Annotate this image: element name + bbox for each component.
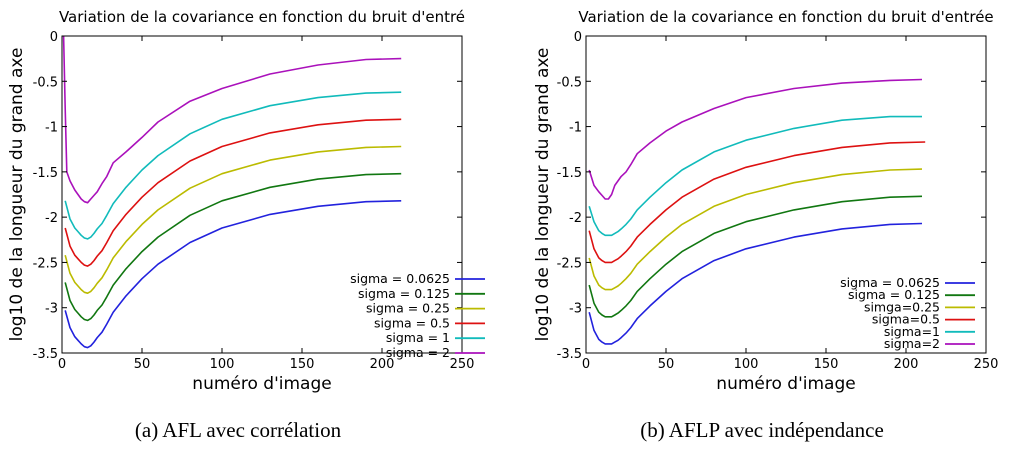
figure-caption: (b) AFLP avec indépendance <box>640 418 884 442</box>
chart-panel-a: Variation de la covariance en fonction d… <box>7 8 485 442</box>
legend-label: sigma = 0.5 <box>374 315 450 330</box>
legend-label: sigma = 0.25 <box>366 301 450 316</box>
y-axis-label: log10 de la longueur du grand axe <box>533 48 553 342</box>
figure-caption: (a) AFL avec corrélation <box>135 418 342 442</box>
series-line-2 <box>64 172 402 322</box>
legend-label: sigma=2 <box>884 336 940 351</box>
x-tick-label: 200 <box>894 357 919 372</box>
x-tick-label: 0 <box>58 357 66 372</box>
y-axis-label: log10 de la longueur du grand axe <box>7 48 27 342</box>
series-line-1 <box>64 200 402 349</box>
legend-label: sigma=1 <box>884 324 940 339</box>
x-tick-label: 150 <box>814 357 839 372</box>
series-line-2 <box>588 195 923 318</box>
plot-frame <box>585 35 987 354</box>
y-tick-label: -0.5 <box>557 75 582 90</box>
x-tick-label: 250 <box>974 357 999 372</box>
x-tick-label: 50 <box>134 357 151 372</box>
series-line-3 <box>64 145 402 295</box>
chart-title: Variation de la covariance en fonction d… <box>59 8 465 26</box>
x-tick-label: 150 <box>290 357 315 372</box>
series-line-6 <box>62 35 402 204</box>
x-tick-label: 100 <box>734 357 759 372</box>
x-axis-label: numéro d'image <box>192 374 331 394</box>
y-tick-label: -3.5 <box>33 347 58 362</box>
x-axis-label: numéro d'image <box>716 374 855 394</box>
y-tick-label: -3 <box>569 302 582 317</box>
y-tick-label: -1 <box>569 121 582 136</box>
series-line-4 <box>64 118 402 267</box>
series-line-4 <box>588 141 926 264</box>
y-tick-label: -3 <box>45 302 58 317</box>
x-tick-label: 250 <box>450 357 475 372</box>
y-tick-label: -2.5 <box>33 256 58 271</box>
x-tick-label: 100 <box>210 357 235 372</box>
y-tick-label: -0.5 <box>33 75 58 90</box>
series-line-5 <box>588 115 922 237</box>
y-tick-label: -1 <box>45 121 58 136</box>
y-tick-label: 0 <box>50 30 58 45</box>
x-tick-label: 50 <box>658 357 675 372</box>
chart-panel-b: Variation de la covariance en fonction d… <box>533 8 998 442</box>
y-tick-label: -2 <box>569 211 582 226</box>
x-tick-label: 200 <box>370 357 395 372</box>
legend-label: sigma = 2 <box>386 345 450 360</box>
chart-title: Variation de la covariance en fonction d… <box>578 8 993 26</box>
y-tick-label: -1.5 <box>33 166 58 181</box>
y-tick-label: 0 <box>574 30 582 45</box>
plot-frame <box>61 35 463 354</box>
y-tick-label: -2 <box>45 211 58 226</box>
y-tick-label: -3.5 <box>557 347 582 362</box>
series-line-5 <box>64 91 402 240</box>
legend-label: sigma = 0.125 <box>358 286 450 301</box>
legend-label: sigma=0.5 <box>872 312 940 327</box>
legend-label: sigma = 0.0625 <box>840 275 940 290</box>
x-tick-label: 0 <box>582 357 590 372</box>
y-tick-label: -1.5 <box>557 166 582 181</box>
legend-label: sigma = 1 <box>386 330 450 345</box>
series-line-3 <box>588 168 923 291</box>
legend-label: sigma = 0.125 <box>848 287 940 302</box>
y-tick-label: -2.5 <box>557 256 582 271</box>
series-line-6 <box>588 78 923 200</box>
series-line-1 <box>588 222 923 345</box>
legend-label: sigma = 0.0625 <box>350 271 450 286</box>
legend-label: simga=0.25 <box>864 299 940 314</box>
